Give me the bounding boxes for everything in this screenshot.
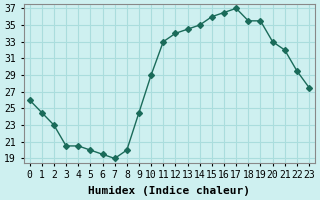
X-axis label: Humidex (Indice chaleur): Humidex (Indice chaleur) [88,186,250,196]
